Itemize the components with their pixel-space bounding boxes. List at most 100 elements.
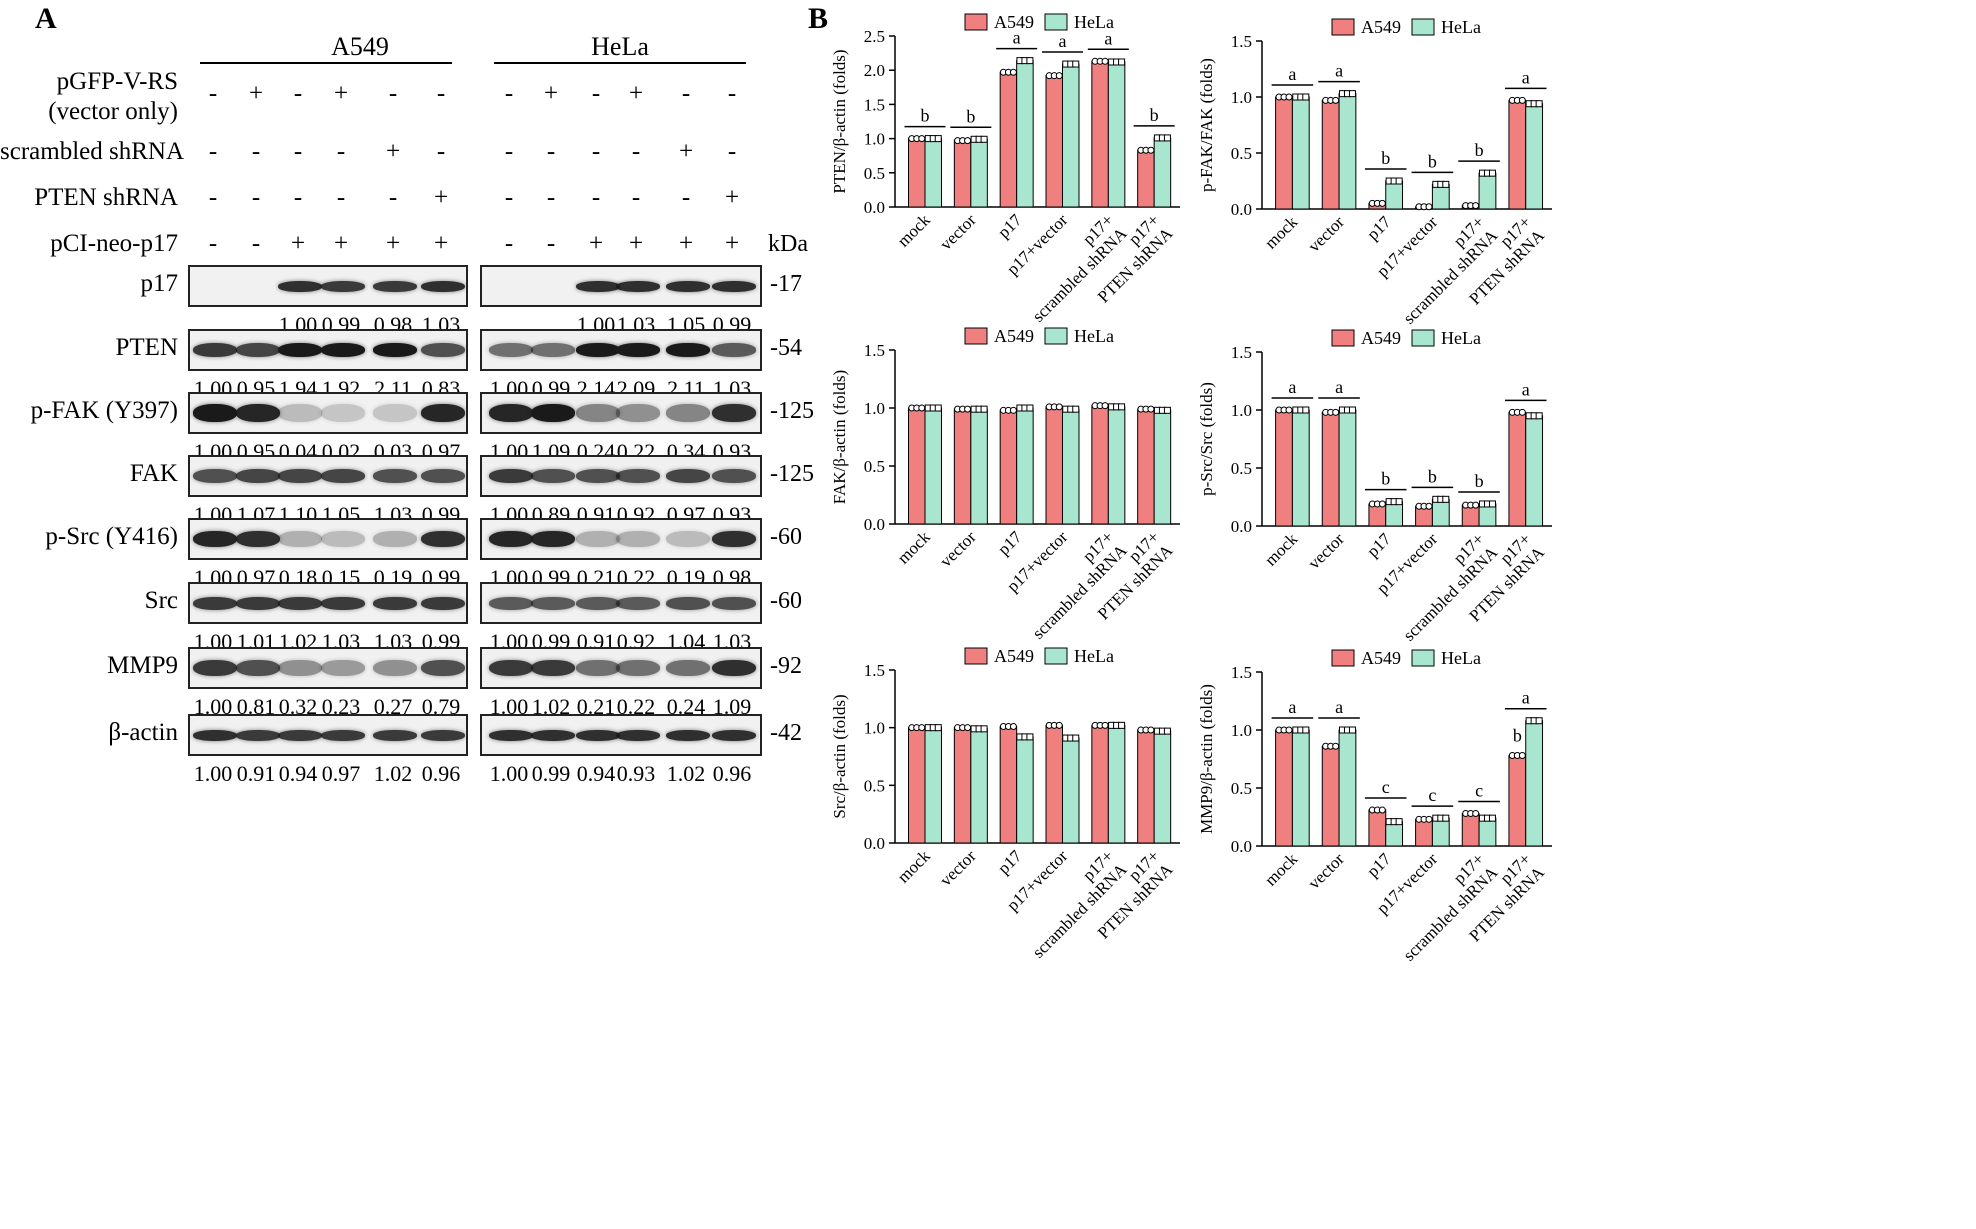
legend-label-hela: HeLa [1074, 12, 1114, 32]
blot-band [373, 597, 417, 610]
x-tick-label: mock [1261, 529, 1301, 569]
data-point-a549 [918, 135, 926, 143]
treatment-symbol: + [385, 138, 401, 165]
significance-letter: a [1104, 28, 1112, 48]
significance-letter: a [1288, 697, 1296, 717]
x-tick-label: p17+scrambled shRNA [1386, 849, 1502, 965]
bar-hela [1385, 501, 1404, 527]
data-point-a549 [1425, 815, 1433, 823]
panel-b-letter: B [808, 2, 829, 35]
bar-a549 [1415, 818, 1433, 847]
data-point-a549 [1518, 408, 1526, 416]
x-tick-label-line: mock [894, 846, 934, 886]
data-point-hela [1395, 818, 1403, 826]
y-tick-label: 1.5 [1231, 343, 1252, 362]
blot-band [666, 660, 710, 676]
significance-letter: b [1381, 148, 1390, 168]
data-point-a549 [918, 724, 926, 732]
bar-hela [1431, 183, 1450, 210]
blot-band [373, 730, 417, 741]
data-point-a549 [1425, 502, 1433, 510]
treatment-label: pCI-neo-p17 [50, 230, 178, 257]
group-header-hela: HeLa [591, 32, 649, 61]
blot-label: Src [144, 587, 178, 614]
treatment-symbol: + [628, 230, 644, 257]
blot-band [576, 531, 620, 547]
significance-letter: b [1428, 466, 1437, 486]
blot-kda: -92 [770, 653, 802, 679]
x-tick-label: p17 [994, 210, 1026, 242]
bar-a549 [1045, 724, 1063, 844]
blot-hela [480, 265, 762, 307]
data-point-a549 [964, 137, 972, 145]
bar-hela [970, 728, 988, 844]
bar-a549 [1091, 60, 1109, 208]
y-tick-label: 1.0 [864, 399, 885, 418]
panel-a-letter: A [35, 2, 57, 35]
treatment-symbol: - [504, 138, 514, 165]
bar-hela [970, 138, 988, 208]
y-axis-label: Src/β-actin (folds) [830, 694, 849, 818]
treatment-symbol: + [628, 80, 644, 107]
blot-label: MMP9 [107, 652, 178, 679]
legend-swatch-a549 [964, 647, 988, 665]
data-point-hela [1535, 717, 1543, 725]
bar-a549 [1321, 99, 1340, 210]
blot-band [712, 404, 756, 422]
x-tick-label-line: mock [894, 527, 934, 567]
data-point-hela [980, 405, 988, 413]
data-point-hela [934, 404, 942, 412]
blot-band [712, 343, 756, 357]
y-tick-label: 0.5 [1231, 459, 1252, 478]
treatment-symbol: - [208, 80, 218, 107]
treatment-label: pGFP-V-RS [56, 68, 178, 95]
treatment-symbol: - [631, 138, 641, 165]
legend-swatch-a549 [964, 327, 988, 345]
blot-band [616, 730, 660, 741]
data-point-a549 [964, 724, 972, 732]
treatment-symbol: + [248, 80, 264, 107]
significance-letter: b [921, 106, 930, 126]
treatment-symbol: - [251, 230, 261, 257]
blot-kda: -125 [770, 398, 814, 424]
data-point-a549 [1055, 721, 1063, 729]
blot-band [666, 404, 710, 422]
blot-band [531, 730, 575, 741]
y-tick-label: 0.5 [864, 164, 885, 183]
blot-kda: -60 [770, 524, 802, 550]
treatment-symbol: - [591, 184, 601, 211]
treatment-symbol: - [504, 184, 514, 211]
bar-a549 [1461, 813, 1480, 847]
treatment-symbol: - [208, 230, 218, 257]
treatment-symbol: + [678, 138, 694, 165]
data-point-a549 [1472, 202, 1480, 210]
bar-a549 [1091, 405, 1109, 525]
treatment-symbol: - [208, 138, 218, 165]
significance-letter: a [1013, 28, 1021, 48]
blot-a549 [188, 518, 468, 560]
blot-band [489, 730, 533, 741]
bar-a549 [908, 138, 926, 208]
blot-band [193, 343, 237, 357]
bar-a549 [1275, 409, 1293, 527]
blot-band [576, 404, 620, 422]
blot-band [531, 660, 575, 676]
blot-band [531, 531, 575, 547]
bar-a549 [1137, 149, 1155, 208]
blot-band [321, 343, 365, 357]
bar-a549 [1137, 408, 1155, 525]
blot-label: p17 [140, 270, 179, 297]
data-point-a549 [1101, 57, 1109, 65]
bar-a549 [1508, 411, 1527, 527]
y-tick-label: 0.0 [1231, 837, 1252, 856]
treatment-symbol: + [333, 80, 349, 107]
blot-band [576, 597, 620, 610]
legend-swatch-a549 [1331, 329, 1355, 347]
blot-band [278, 343, 322, 357]
treatment-symbol: - [208, 184, 218, 211]
blot-band [373, 469, 417, 483]
blot-band [373, 404, 417, 422]
blot-band [531, 469, 575, 483]
x-tick-label: vector [1304, 529, 1348, 573]
legend-swatch-a549 [964, 13, 988, 31]
